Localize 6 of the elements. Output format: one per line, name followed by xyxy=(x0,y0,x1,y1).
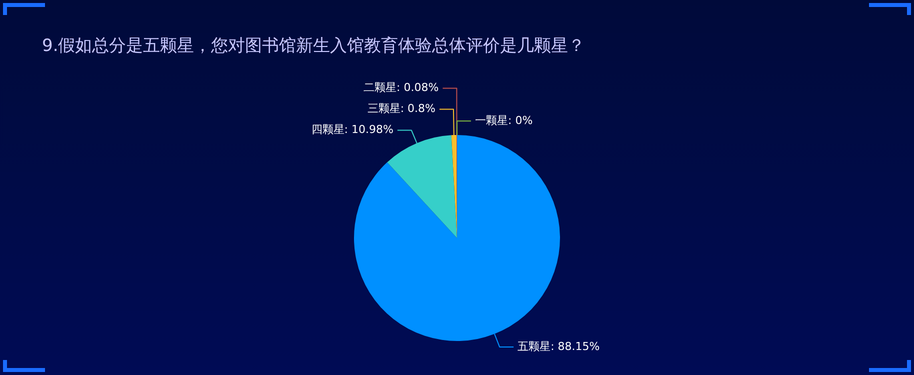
slice-label: 五颗星: 88.15% xyxy=(518,340,600,353)
legend-label: 一颗星: 0% xyxy=(475,114,533,127)
chart-title: 9.假如总分是五颗星，您对图书馆新生入馆教育体验总体评价是几颗星？ xyxy=(42,35,586,57)
slice-label: 三颗星: 0.8% xyxy=(367,102,436,116)
slice-label: 四颗星: 10.98% xyxy=(311,123,394,136)
slice-label: 二颗星: 0.08% xyxy=(364,81,439,94)
